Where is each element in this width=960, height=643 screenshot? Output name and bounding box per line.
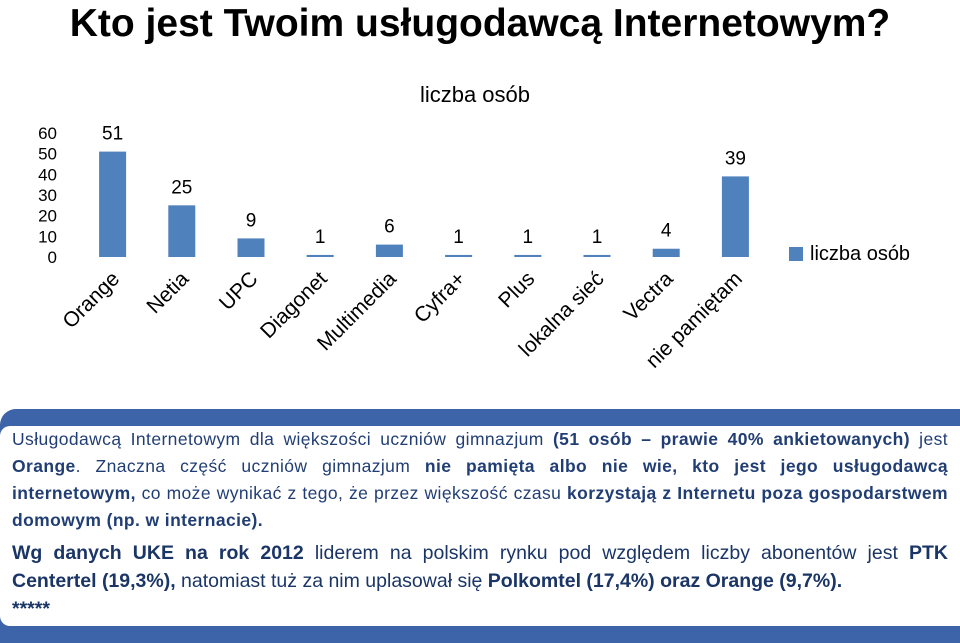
bar-1 — [168, 205, 196, 257]
bar-8 — [652, 248, 680, 257]
bar-6 — [514, 254, 542, 257]
data-label-6: 1 — [523, 227, 534, 248]
p1-text-2: jest — [909, 429, 948, 449]
uke-paragraph: Wg danych UKE na rok 2012 liderem na pol… — [12, 539, 948, 623]
data-label-2: 9 — [246, 210, 257, 231]
legend: liczba osób — [789, 243, 910, 265]
data-label-7: 1 — [592, 227, 603, 248]
bar-7 — [583, 254, 611, 257]
bar-4 — [375, 244, 403, 257]
data-label-3: 1 — [315, 227, 326, 248]
summary-paragraph: Usługodawcą Internetowym dla większości … — [12, 426, 948, 534]
data-label-4: 6 — [384, 217, 395, 238]
text-panel-body — [0, 426, 960, 626]
p1-text-3: . Znaczna część uczniów gimnazjum — [75, 456, 425, 476]
p2-text-2: natomiast tuż za nim uplasował się — [175, 570, 488, 592]
y-tick-label: 50 — [38, 145, 57, 164]
x-tick-label-0: Orange — [58, 267, 124, 333]
y-tick-label: 0 — [48, 248, 57, 267]
bar-2 — [237, 238, 265, 257]
p2-highlight-uke: Wg danych UKE na rok 2012 — [12, 542, 304, 564]
legend-swatch — [789, 247, 803, 261]
bar-0 — [99, 151, 127, 257]
p1-text-4: co może wynikać z tego, że przez większo… — [135, 483, 568, 503]
legend-label: liczba osób — [810, 243, 910, 265]
p1-highlight-count: (51 osób – prawie 40% ankietowanych) — [552, 429, 910, 449]
bar-9 — [721, 176, 749, 257]
x-tick-label-1: Netia — [142, 267, 193, 318]
y-tick-label: 20 — [38, 207, 57, 226]
p2-stars: ***** — [12, 598, 50, 620]
page-title: Kto jest Twoim usługodawcą Internetowym? — [69, 2, 891, 45]
chart-title: liczba osób — [420, 82, 530, 107]
p1-highlight-unknown: nie pamięta albo nie wie, kto jest jego … — [12, 456, 949, 503]
y-tick-label: 60 — [38, 124, 57, 143]
p2-highlight-polkomtel: Polkomtel (17,4%) oraz Orange (9,7%). — [487, 570, 843, 592]
y-tick-label: 30 — [38, 186, 57, 205]
y-tick-label: 10 — [38, 227, 57, 246]
x-tick-label-2: UPC — [215, 267, 263, 315]
bar-5 — [445, 254, 473, 257]
p1-highlight-orange: Orange — [12, 456, 76, 476]
data-label-1: 25 — [171, 177, 192, 198]
text-panel-border — [0, 409, 960, 643]
x-tick-label-8: Vectra — [619, 267, 678, 326]
p1-highlight-outside: korzystają z Internetu poza gospodarstwe… — [12, 483, 948, 530]
data-label-8: 4 — [661, 221, 672, 242]
y-tick-label: 40 — [38, 165, 57, 184]
bar-3 — [306, 254, 334, 257]
p2-highlight-ptk: PTK Centertel (19,3%), — [12, 542, 949, 592]
data-label-9: 39 — [725, 148, 746, 169]
p1-text-1: Usługodawcą Internetowym dla większości … — [12, 429, 553, 449]
data-label-0: 51 — [102, 124, 123, 145]
x-tick-label-6: Plus — [494, 267, 539, 312]
data-label-5: 1 — [453, 227, 464, 248]
x-tick-label-5: Cyfra+ — [410, 267, 470, 327]
bars-group — [99, 151, 749, 257]
p2-text-1: liderem na polskim rynku pod względem li… — [303, 542, 910, 564]
